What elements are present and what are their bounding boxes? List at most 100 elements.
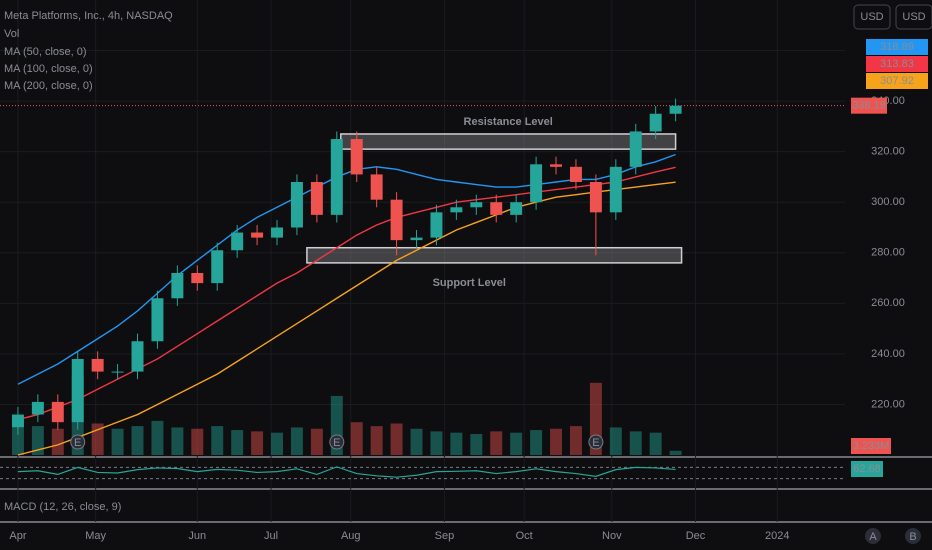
x-tick-label: Dec bbox=[686, 530, 706, 542]
ma-price-tag bbox=[866, 56, 928, 72]
volume-bar bbox=[649, 432, 662, 455]
volume-bar bbox=[430, 431, 443, 455]
candle-body bbox=[370, 174, 383, 200]
volume-bar bbox=[191, 428, 204, 455]
ma-legend: MA (50, close, 0) bbox=[4, 46, 87, 58]
volume-bar bbox=[410, 428, 423, 455]
ma-legend: MA (100, close, 0) bbox=[4, 63, 93, 75]
candle-body bbox=[589, 182, 602, 213]
candle-body bbox=[310, 182, 323, 215]
ma-price-label: 307.92 bbox=[880, 75, 914, 87]
volume-bar bbox=[530, 430, 543, 455]
currency-button-label[interactable]: USD bbox=[860, 11, 883, 23]
candle-body bbox=[11, 414, 24, 428]
candle-body bbox=[530, 164, 543, 203]
candle-body bbox=[91, 358, 104, 372]
candle-body bbox=[111, 371, 124, 373]
y-tick-label: 240.00 bbox=[871, 348, 905, 360]
candle-body bbox=[430, 212, 443, 238]
volume-bar bbox=[550, 428, 563, 455]
candle-body bbox=[410, 237, 423, 241]
ma-price-tag bbox=[866, 39, 928, 55]
y-tick-label: 260.00 bbox=[871, 297, 905, 309]
x-tick-label: Jul bbox=[264, 530, 278, 542]
x-tick-label: May bbox=[85, 530, 106, 542]
rsi-tag bbox=[851, 461, 883, 477]
last-price-tag bbox=[851, 97, 887, 114]
candle-body bbox=[649, 113, 662, 132]
volume-bar bbox=[51, 428, 64, 455]
candle-body bbox=[151, 298, 164, 342]
candle-body bbox=[470, 202, 483, 208]
y-tick-label: 320.00 bbox=[871, 146, 905, 158]
earnings-marker bbox=[588, 434, 604, 450]
x-tick-label: Oct bbox=[516, 530, 533, 542]
volume-bar bbox=[211, 426, 224, 455]
volume-tag bbox=[851, 438, 891, 454]
ma-line bbox=[17, 153, 676, 385]
ma-price-tag bbox=[866, 73, 928, 89]
volume-bar bbox=[31, 426, 44, 455]
currency-button[interactable] bbox=[853, 4, 891, 30]
candle-body bbox=[550, 164, 563, 167]
candle-body bbox=[231, 232, 244, 251]
currency-button-label[interactable]: USD bbox=[902, 11, 925, 23]
candle-body bbox=[51, 401, 64, 423]
candle-body bbox=[490, 202, 503, 215]
candle-body bbox=[71, 358, 84, 423]
volume-bar bbox=[390, 423, 403, 455]
ma-legend: MA (200, close, 0) bbox=[4, 80, 93, 92]
x-tick-label: 2024 bbox=[765, 530, 789, 542]
zone-box bbox=[306, 246, 683, 264]
volume-bar bbox=[11, 422, 24, 455]
volume-bar bbox=[231, 430, 244, 455]
currency-button[interactable] bbox=[895, 4, 932, 30]
zone-box bbox=[340, 133, 677, 150]
x-tick-label: Sep bbox=[435, 530, 455, 542]
candle-body bbox=[350, 139, 363, 175]
rsi-line bbox=[17, 466, 676, 478]
volume-bar bbox=[370, 426, 383, 455]
volume-bar bbox=[330, 395, 343, 455]
volume-bar bbox=[629, 431, 642, 455]
y-tick-label: 220.00 bbox=[871, 398, 905, 410]
volume-bar bbox=[111, 428, 124, 455]
candle-body bbox=[629, 131, 642, 167]
volume-bar bbox=[151, 420, 164, 455]
volume-bar bbox=[251, 431, 264, 455]
volume-bar bbox=[510, 432, 523, 455]
chart-title: Meta Platforms, Inc., 4h, NASDAQ bbox=[4, 10, 173, 22]
candle-body bbox=[171, 273, 184, 299]
volume-bar bbox=[131, 426, 144, 455]
earnings-label: E bbox=[333, 437, 340, 449]
volume-last-label: 3.233M bbox=[853, 440, 890, 452]
candle-body bbox=[191, 273, 204, 284]
corner-button-label[interactable]: A bbox=[869, 531, 877, 543]
volume-bar bbox=[470, 434, 483, 455]
zone-label: Resistance Level bbox=[464, 116, 553, 128]
corner-button[interactable] bbox=[865, 528, 881, 544]
zone-label: Support Level bbox=[433, 277, 506, 289]
candle-body bbox=[31, 401, 44, 415]
candle-body bbox=[390, 199, 403, 241]
volume-bar bbox=[350, 422, 363, 455]
volume-bar bbox=[271, 432, 283, 455]
volume-bar bbox=[609, 427, 622, 455]
candle-body bbox=[330, 139, 343, 215]
earnings-marker bbox=[70, 434, 86, 450]
rsi-last-label: 62.68 bbox=[853, 463, 881, 475]
volume-bar bbox=[310, 428, 323, 455]
volume-bar bbox=[171, 427, 184, 455]
candle-body bbox=[669, 105, 682, 114]
earnings-label: E bbox=[592, 437, 599, 449]
candle-body bbox=[251, 232, 264, 238]
candle-body bbox=[569, 166, 582, 182]
volume-legend: Vol bbox=[4, 28, 19, 40]
macd-legend: MACD (12, 26, close, 9) bbox=[4, 501, 121, 513]
volume-bar bbox=[490, 431, 503, 455]
corner-button[interactable] bbox=[905, 528, 921, 544]
candle-body bbox=[450, 207, 463, 213]
corner-button-label[interactable]: B bbox=[909, 531, 916, 543]
